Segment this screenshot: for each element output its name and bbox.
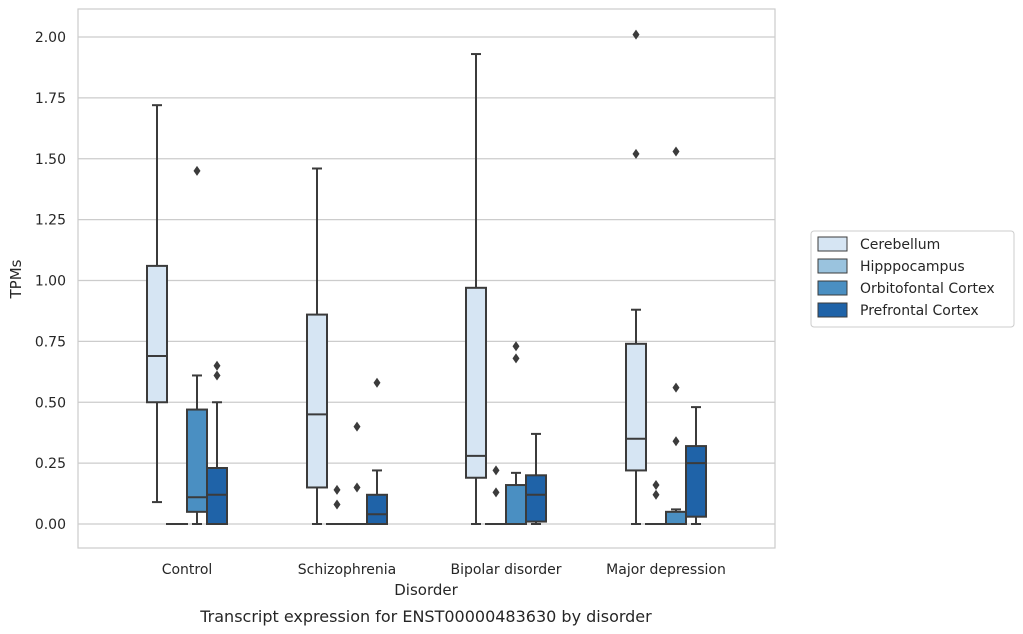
box-group xyxy=(206,360,228,525)
box xyxy=(505,484,527,526)
outlier-point xyxy=(492,465,500,476)
box xyxy=(186,408,208,513)
x-axis-label: Disorder xyxy=(394,581,458,599)
x-tick-label: Major depression xyxy=(606,562,726,578)
x-tick-label: Bipolar disorder xyxy=(450,562,561,578)
box-group xyxy=(485,465,507,526)
x-tick-label: Schizophrenia xyxy=(298,562,396,578)
legend-label: Orbitofontal Cortex xyxy=(860,281,995,297)
outlier-point xyxy=(512,353,520,364)
legend-swatch xyxy=(817,302,848,318)
box-series xyxy=(146,29,707,526)
outlier-point xyxy=(333,499,341,510)
y-tick-labels: 0.00 0.25 0.50 0.75 1.00 1.25 1.50 1.75 2.00 xyxy=(35,30,66,533)
outlier-point xyxy=(213,360,221,371)
box-group xyxy=(505,341,527,526)
box-group xyxy=(625,29,647,525)
box-group xyxy=(685,406,707,525)
box-group xyxy=(645,480,667,526)
outlier-point xyxy=(213,370,221,381)
y-tick-label: 0.75 xyxy=(35,334,66,350)
y-tick-label: 0.25 xyxy=(35,456,66,472)
y-tick-label: 1.75 xyxy=(35,91,66,107)
y-tick-label: 1.25 xyxy=(35,213,66,229)
grid-lines xyxy=(78,36,775,525)
legend-swatch xyxy=(817,280,848,296)
y-tick-label: 0.50 xyxy=(35,395,66,411)
outlier-point xyxy=(373,377,381,388)
outlier-point xyxy=(492,487,500,498)
legend-label: Hipppocampus xyxy=(860,259,965,275)
y-axis-label: TPMs xyxy=(7,259,25,299)
y-tick-label: 2.00 xyxy=(35,30,66,46)
outlier-point xyxy=(652,480,660,491)
box xyxy=(206,466,228,525)
box xyxy=(366,493,388,525)
x-tick-labels: Control Schizophrenia Bipolar disorder Majo… xyxy=(162,562,726,578)
legend-items: Cerebellum Hipppocampus Orbitofontal Corte… xyxy=(817,236,995,319)
box xyxy=(306,313,328,489)
box xyxy=(665,510,687,526)
box-group xyxy=(306,167,328,525)
box xyxy=(625,342,647,472)
outlier-point xyxy=(632,29,640,40)
plot-frame xyxy=(77,8,776,549)
chart-caption: Transcript expression for ENST0000048363… xyxy=(199,607,652,626)
legend-label: Prefrontal Cortex xyxy=(860,303,979,319)
outlier-point xyxy=(632,148,640,159)
outlier-point xyxy=(333,484,341,495)
outlier-point xyxy=(672,436,680,447)
box xyxy=(525,474,547,523)
outlier-point xyxy=(193,165,201,176)
box-group xyxy=(146,104,168,504)
outlier-point xyxy=(672,146,680,157)
box xyxy=(465,286,487,479)
legend-label: Cerebellum xyxy=(860,237,940,253)
outlier-point xyxy=(512,341,520,352)
legend-swatch xyxy=(817,258,848,274)
box xyxy=(146,264,168,404)
outlier-point xyxy=(353,482,361,493)
box xyxy=(685,445,707,518)
outlier-point xyxy=(672,382,680,393)
legend-swatch xyxy=(817,236,848,252)
y-tick-label: 0.00 xyxy=(35,517,66,533)
box-group xyxy=(665,146,687,526)
box-group xyxy=(326,484,348,526)
outlier-point xyxy=(353,421,361,432)
outlier-point xyxy=(652,489,660,500)
box-group xyxy=(465,53,487,525)
box-group xyxy=(366,377,388,525)
x-tick-label: Control xyxy=(162,562,213,578)
box-group xyxy=(525,432,547,525)
legend: Cerebellum Hipppocampus Orbitofontal Corte… xyxy=(810,230,1015,328)
box-group xyxy=(186,165,208,525)
box-group xyxy=(346,421,368,526)
legend-frame xyxy=(810,230,1015,328)
y-tick-label: 1.00 xyxy=(35,274,66,290)
y-tick-label: 1.50 xyxy=(35,152,66,168)
